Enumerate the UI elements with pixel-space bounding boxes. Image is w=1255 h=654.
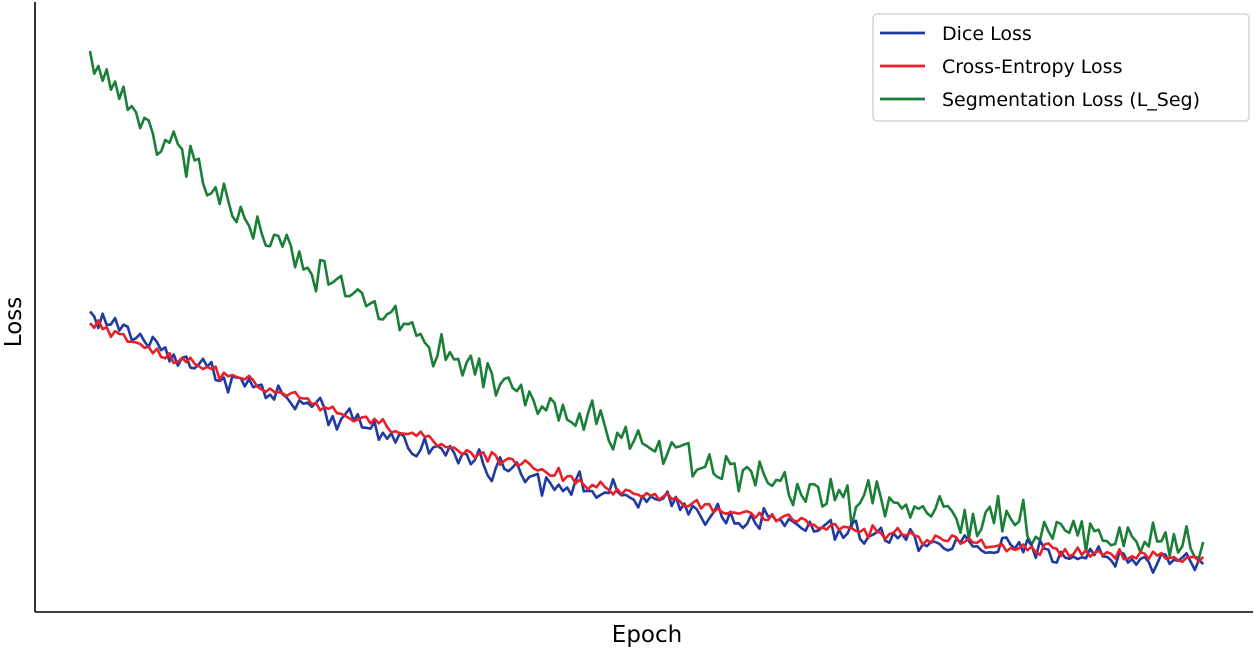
legend: Dice Loss Cross-Entropy Loss Segmentation … bbox=[872, 13, 1250, 122]
series-line-dice-loss bbox=[89, 310, 1205, 574]
series-line-cross-entropy-loss bbox=[89, 319, 1205, 564]
legend-frame bbox=[872, 13, 1250, 122]
y-axis-label: Loss bbox=[1, 297, 27, 347]
legend-label-2: Segmentation Loss (L_Seg) bbox=[942, 89, 1200, 111]
series-line-segmentation-loss-l-seg bbox=[88, 50, 1205, 560]
legend-label-1: Cross-Entropy Loss bbox=[942, 56, 1122, 78]
legend-label-0: Dice Loss bbox=[942, 23, 1032, 45]
x-axis-label: Epoch bbox=[612, 622, 682, 648]
series-layer bbox=[88, 50, 1205, 574]
